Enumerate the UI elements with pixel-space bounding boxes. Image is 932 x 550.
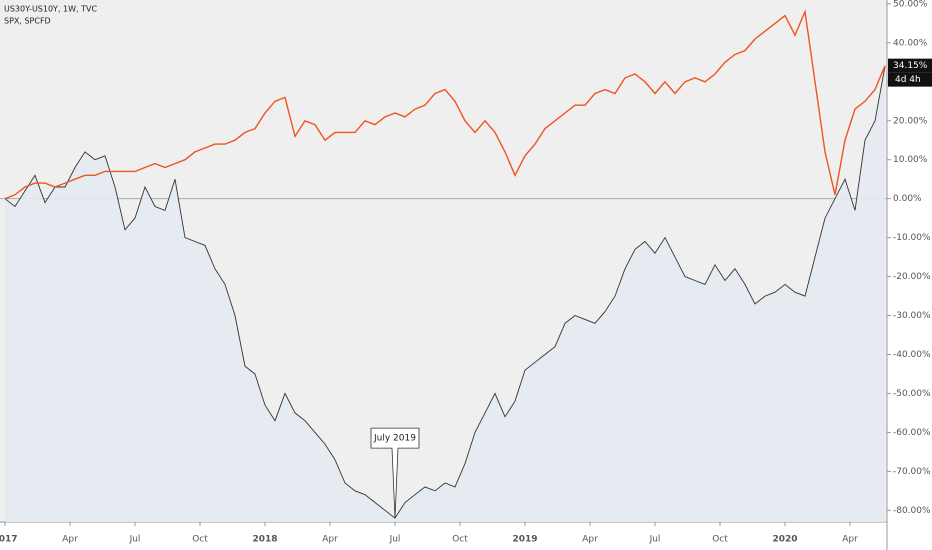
y-tick-label: -60.00% [893, 428, 931, 438]
y-tick-label: 50.00% [893, 0, 928, 9]
annotation-text: July 2019 [373, 434, 416, 444]
series-line [4, 9, 886, 200]
x-tick-label: Apr [842, 535, 858, 545]
series-area [5, 66, 885, 522]
x-tick-label: Jul [649, 535, 661, 545]
x-tick-label: Apr [62, 535, 78, 545]
y-tick-label: -70.00% [893, 467, 931, 477]
last-value-badge [888, 58, 932, 73]
x-tick-label: 2019 [512, 535, 537, 545]
legend-entry: SPX, SPCFD [4, 17, 51, 26]
x-tick-label: Jul [389, 535, 401, 545]
series-line [4, 66, 886, 519]
legend-entry: US30Y-US10Y, 1W, TVC [4, 5, 97, 14]
y-tick-label: -80.00% [893, 506, 931, 516]
y-tick-label: -20.00% [893, 272, 931, 282]
x-tick-label: Apr [582, 535, 598, 545]
y-tick-label: -40.00% [893, 350, 931, 360]
countdown-badge [888, 72, 932, 87]
marks: July 2019 [0, 9, 887, 522]
y-tick-label: -50.00% [893, 389, 931, 399]
x-tick-label: Apr [322, 535, 338, 545]
last-value-label: 34.15% [893, 61, 928, 71]
y-tick-label: 0.00% [893, 194, 922, 204]
x-tick-label: Oct [712, 535, 728, 545]
x-tick-label: 2017 [0, 535, 18, 545]
annotation-callout [370, 427, 420, 519]
x-tick-label: Jul [129, 535, 141, 545]
y-tick-label: 10.00% [893, 155, 928, 165]
x-tick-label: Oct [192, 535, 208, 545]
y-tick-label: -10.00% [893, 233, 931, 243]
y-tick-label: -30.00% [893, 311, 931, 321]
y-tick-label: 20.00% [893, 116, 928, 126]
x-tick-label: 2018 [252, 535, 277, 545]
x-tick-label: 2020 [772, 535, 797, 545]
y-tick-label: 40.00% [893, 38, 928, 48]
x-tick-label: Oct [452, 535, 468, 545]
countdown-label: 4d 4h [895, 75, 921, 85]
